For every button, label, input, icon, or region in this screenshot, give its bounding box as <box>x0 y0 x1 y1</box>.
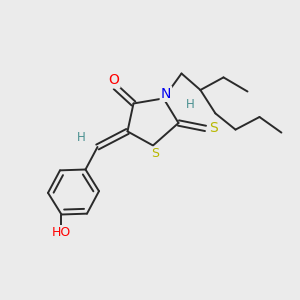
Text: HO: HO <box>52 226 71 239</box>
Text: S: S <box>152 147 159 161</box>
Text: O: O <box>109 74 119 87</box>
Text: H: H <box>77 131 86 144</box>
Text: H: H <box>186 98 195 111</box>
Text: N: N <box>161 87 171 101</box>
Text: S: S <box>209 122 218 135</box>
